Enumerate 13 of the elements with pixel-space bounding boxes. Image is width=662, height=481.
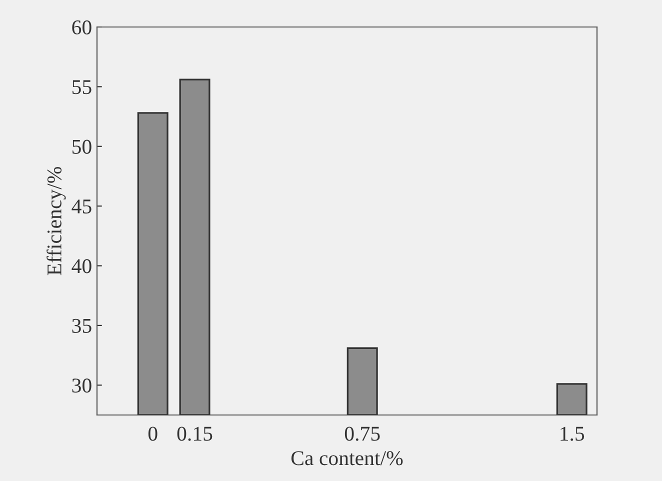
y-axis-title: Efficiency/% (46, 166, 66, 276)
y-tick-label: 60 (72, 20, 92, 34)
y-tick-label: 40 (72, 259, 92, 274)
x-tick-label: 1.5 (560, 426, 584, 441)
x-tick-label: 0.75 (344, 426, 380, 441)
y-tick-label: 45 (72, 200, 92, 214)
y-tick-label: 30 (72, 378, 92, 393)
x-axis-title: Ca content/% (291, 451, 403, 466)
x-tick-label: 0.15 (177, 426, 212, 441)
y-tick-label: 50 (72, 140, 92, 154)
y-tick-label: 55 (72, 80, 92, 94)
x-tick-label: 0 (148, 426, 158, 441)
y-tick-label: 35 (72, 318, 92, 333)
